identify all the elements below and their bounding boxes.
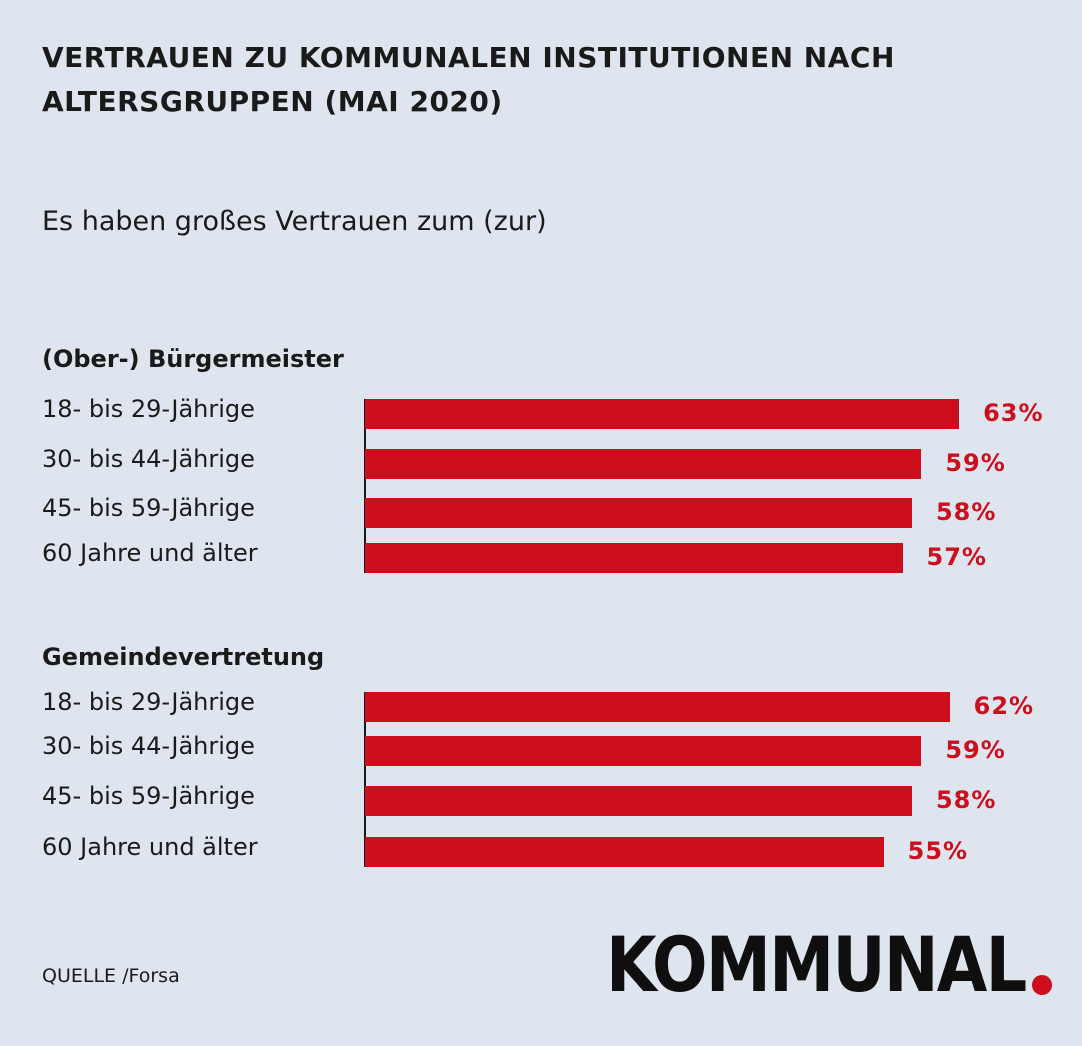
bar (365, 498, 912, 528)
data-label: 59% (945, 736, 1006, 764)
bar (365, 837, 884, 867)
bar (365, 736, 922, 766)
category-label: 60 Jahre und älter (42, 539, 258, 567)
category-label: 60 Jahre und älter (42, 833, 258, 861)
logo-dot-icon (1032, 975, 1052, 995)
bar (365, 786, 912, 816)
group-heading: (Ober-) Bürgermeister (42, 345, 344, 373)
axis-line (364, 692, 366, 867)
data-label: 62% (973, 692, 1035, 720)
category-label: 18- bis 29-Jährige (42, 688, 255, 716)
source-note: QUELLE /Forsa (42, 965, 180, 987)
category-label: 30- bis 44-Jährige (42, 445, 255, 473)
axis-line (364, 399, 366, 573)
data-label: 63% (983, 399, 1044, 427)
chart-title-line-2: ALTERSGRUPPEN (MAI 2020) (42, 85, 503, 118)
chart-title: VERTRAUEN ZU KOMMUNALEN INSTITUTIONEN NA… (42, 36, 942, 124)
data-label: 58% (935, 786, 997, 814)
category-label: 18- bis 29-Jährige (42, 395, 255, 423)
bar (365, 399, 960, 429)
group-heading: Gemeindevertretung (42, 643, 325, 671)
data-label: 58% (935, 498, 997, 526)
data-label: 57% (926, 543, 987, 571)
data-label: 55% (907, 837, 969, 865)
data-label: 59% (945, 449, 1006, 477)
kommunal-logo: KOMMUNAL (606, 920, 1027, 1009)
bar (365, 449, 922, 479)
chart-title-line-1: VERTRAUEN ZU KOMMUNALEN INSTITUTIONEN NA… (42, 41, 895, 74)
category-label: 30- bis 44-Jährige (42, 732, 255, 760)
chart-subtitle: Es haben großes Vertrauen zum (zur) (42, 206, 547, 237)
category-label: 45- bis 59-Jährige (42, 494, 255, 522)
category-label: 45- bis 59-Jährige (42, 782, 255, 810)
bar (365, 692, 950, 722)
bar (365, 543, 903, 573)
